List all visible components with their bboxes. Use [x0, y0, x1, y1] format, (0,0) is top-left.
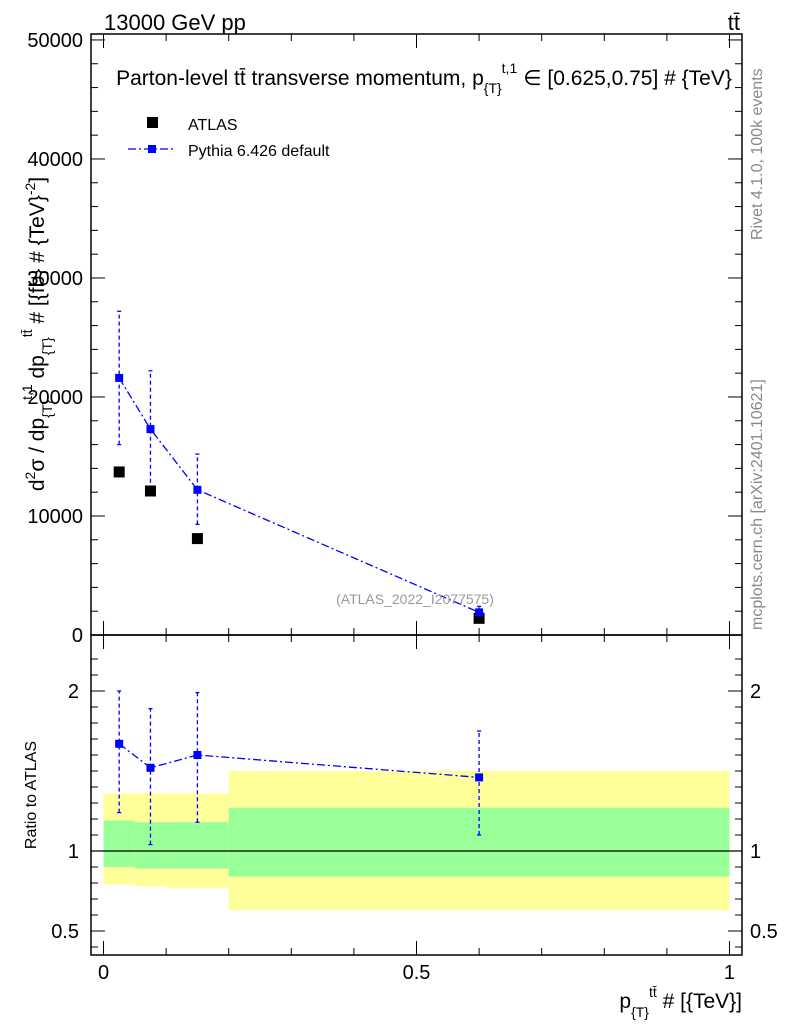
inner-uncertainty-band — [103, 820, 135, 867]
atlas-data-point — [144, 485, 156, 497]
y-tick-label: 0 — [72, 625, 83, 647]
y-tick-label: 40000 — [27, 149, 83, 171]
x-tick-label: 0.5 — [403, 962, 431, 984]
pythia-data-point — [146, 425, 155, 434]
x-tick-label: 0 — [98, 962, 109, 984]
ratio-pythia-point — [475, 773, 484, 782]
ratio-y-tick-label-right: 0.5 — [750, 921, 778, 943]
ratio-pythia-point — [115, 739, 124, 748]
legend-pythia-marker — [148, 145, 156, 153]
y-tick-label: 30000 — [27, 268, 83, 290]
main-panel: 0 10000 20000 30000 40000 50000 Parton-level … — [19, 30, 743, 647]
ratio-pythia-point — [146, 763, 155, 772]
atlas-data-point — [473, 612, 485, 624]
legend-atlas-label: ATLAS — [188, 117, 238, 134]
mcplots-label: mcplots.cern.ch [arXiv:2401.10621] — [749, 379, 766, 630]
atlas-data-point — [113, 466, 125, 478]
pythia-data-point — [193, 485, 202, 494]
ratio-y-tick-label-right: 2 — [750, 681, 761, 703]
pythia-series-line — [118, 377, 480, 613]
ratio-y-tick-label-right: 1 — [750, 841, 761, 863]
legend: ATLAS Pythia 6.426 default — [128, 117, 330, 160]
legend-pythia-label: Pythia 6.426 default — [188, 143, 330, 160]
pythia-data-point — [475, 608, 484, 617]
energy-label: 13000 GeV pp — [104, 10, 246, 35]
ratio-y-axis-label: Ratio to ATLAS — [23, 741, 40, 849]
pythia-data-point — [115, 373, 124, 382]
atlas-data-point — [191, 533, 203, 545]
y-axis-label: d2σ / dp{T}t,1 dp{T}tt̄ # [{fb} # {TeV}-… — [19, 177, 55, 491]
ratio-panel: 0.5 0.5 1 1 2 2 0 0.5 1 Ratio to ATLAS p{T}tt̄ #… — [23, 634, 778, 1020]
x-tick-label: 1 — [724, 962, 735, 984]
ratio-y-tick-label: 1 — [68, 841, 79, 863]
legend-atlas-marker — [147, 117, 158, 128]
y-tick-label: 20000 — [27, 387, 83, 409]
ratio-pythia-line — [118, 743, 480, 779]
chart-title: Parton-level tt̄ transverse momentum, p{… — [116, 60, 732, 96]
ratio-y-tick-label: 0.5 — [51, 921, 79, 943]
ratio-y-tick-label: 2 — [68, 681, 79, 703]
x-axis-label: p{T}tt̄ # [{TeV}] — [619, 984, 742, 1020]
inner-uncertainty-band — [166, 822, 229, 869]
rivet-version-label: Rivet 4.1.0, 100k events — [749, 68, 766, 240]
y-tick-label: 10000 — [27, 506, 83, 528]
y-tick-label: 50000 — [27, 30, 83, 52]
ratio-pythia-point — [193, 751, 202, 759]
analysis-watermark: (ATLAS_2022_I2077575) — [336, 591, 494, 607]
process-label: tt̄ — [728, 10, 740, 35]
